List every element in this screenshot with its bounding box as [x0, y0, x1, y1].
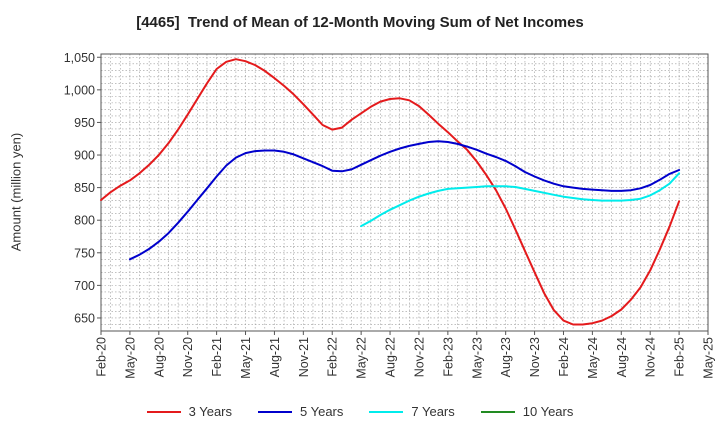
grid-lines — [100, 54, 709, 331]
plot-background — [101, 54, 708, 331]
y-tick-label: 1,000 — [64, 83, 95, 97]
x-tick-label: Feb-25 — [673, 337, 687, 377]
x-tick-label: Feb-22 — [326, 337, 340, 377]
y-tick-label: 1,050 — [64, 51, 95, 65]
x-tick-label: Feb-20 — [95, 337, 109, 377]
plot-area: 650 700 750 800 850 900 950 1,000 1,050 Feb-20 May… — [64, 51, 716, 379]
plot-frame — [100, 53, 709, 332]
x-tick-label: May-22 — [355, 337, 369, 379]
y-tick-label: 700 — [74, 279, 95, 293]
y-tick-label: 900 — [74, 149, 95, 163]
legend-item: 7 Years — [369, 404, 455, 419]
x-tick-label: Nov-21 — [297, 337, 311, 377]
y-tick-label: 650 — [74, 311, 95, 325]
x-tick-label: Nov-24 — [644, 337, 658, 377]
x-tick-label: Aug-20 — [152, 337, 166, 377]
legend-label: 3 Years — [188, 404, 232, 419]
x-tick-label: May-21 — [239, 337, 253, 379]
chart-title: [4465] Trend of Mean of 12-Month Moving … — [136, 14, 584, 31]
x-tick-label: May-25 — [702, 337, 716, 379]
x-tick-label: Nov-22 — [412, 337, 426, 377]
legend-swatch — [480, 410, 515, 413]
legend: 3 Years 5 Years 7 Years 10 Years — [0, 404, 720, 419]
legend-item: 5 Years — [258, 404, 343, 419]
y-tick-label: 750 — [74, 246, 95, 260]
x-tick-label: Feb-23 — [441, 337, 455, 377]
legend-swatch — [369, 410, 404, 413]
y-tick-label: 800 — [74, 214, 95, 228]
x-tick-label: Aug-23 — [499, 337, 513, 377]
series-line-3-years — [100, 58, 681, 326]
series-line-5-years — [128, 140, 681, 261]
legend-label: 7 Years — [411, 404, 455, 419]
x-tick-label: Nov-20 — [181, 337, 195, 377]
series-line-7-years — [360, 172, 681, 228]
x-tick-label: Aug-22 — [384, 337, 398, 377]
x-tick-label: Feb-21 — [210, 337, 224, 377]
x-tick-label: Aug-21 — [268, 337, 282, 377]
x-tick-label: Feb-24 — [557, 337, 571, 377]
legend-label: 5 Years — [300, 404, 344, 419]
x-tick-label: Nov-23 — [528, 337, 542, 377]
axes: 650 700 750 800 850 900 950 1,000 1,050 Feb-20 May… — [64, 51, 716, 379]
x-tick-label: May-20 — [123, 337, 137, 379]
y-tick-label: 850 — [74, 181, 95, 195]
legend-swatch — [258, 410, 292, 413]
legend-label: 10 Years — [522, 404, 574, 419]
legend-item: 10 Years — [480, 404, 574, 419]
y-tick-label: 950 — [74, 116, 95, 130]
legend-swatch — [146, 410, 181, 413]
x-tick-label: May-23 — [470, 337, 484, 379]
x-tick-label: Aug-24 — [615, 337, 629, 377]
x-tick-label: May-24 — [586, 337, 600, 379]
series-lines — [100, 58, 681, 326]
legend-item: 3 Years — [146, 404, 232, 419]
